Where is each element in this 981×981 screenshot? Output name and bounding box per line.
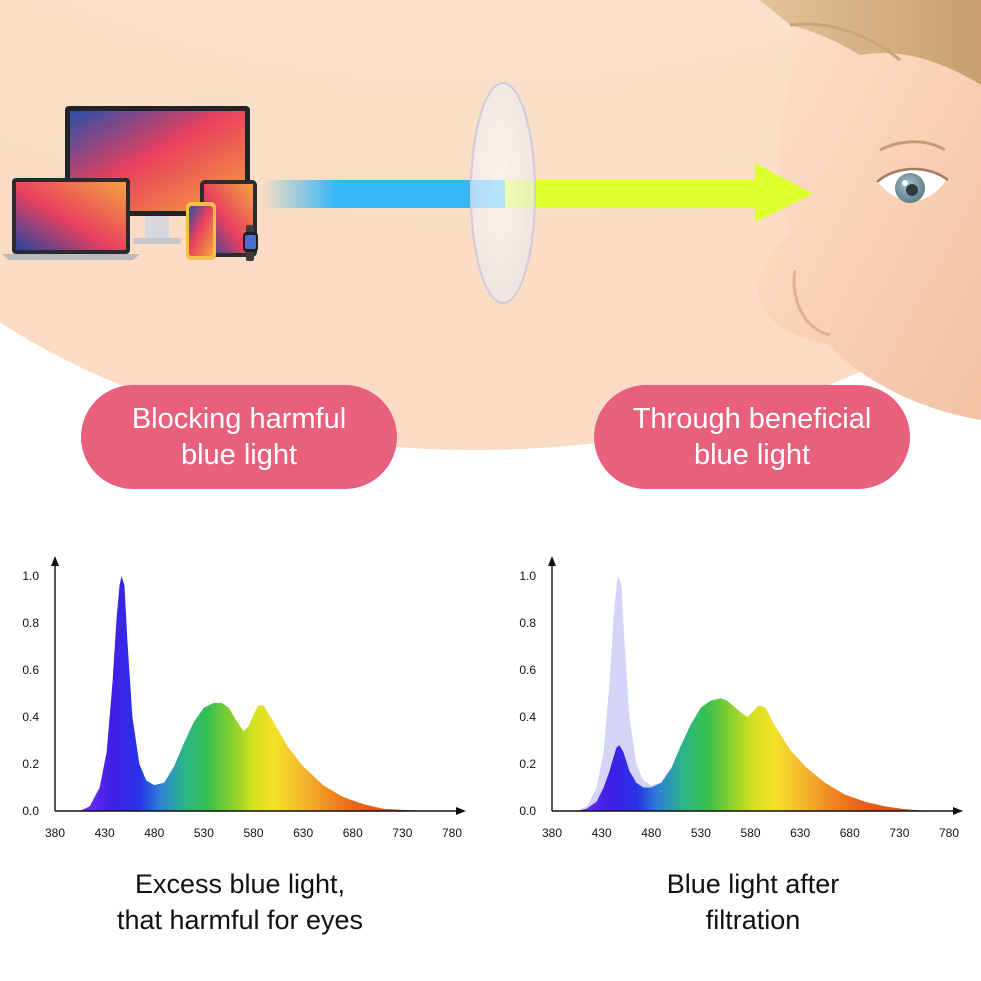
chart-caption-before: Excess blue light, that harmful for eyes <box>0 866 480 938</box>
y-axis-arrow-icon <box>548 556 556 566</box>
lens-icon <box>470 82 536 304</box>
y-tick-label: 0.6 <box>22 663 39 677</box>
spectrum-chart-svg: 380 430 480 530 580 630 680 730 780 0.0 0.2 0.4 0.6 0… <box>22 556 466 840</box>
y-tick-label: 0.2 <box>519 757 536 771</box>
series-area-before-filter <box>576 576 672 811</box>
pill-line: blue light <box>180 439 298 471</box>
pill-line: Blocking harmful <box>131 403 347 435</box>
chart-caption-after: Blue light after filtration <box>513 866 981 938</box>
x-tick-label: 480 <box>144 826 164 840</box>
x-tick-label: 530 <box>691 826 711 840</box>
x-tick-label: 680 <box>343 826 363 840</box>
y-axis-arrow-icon <box>51 556 59 566</box>
x-tick-label: 680 <box>840 826 860 840</box>
pill-line: blue light <box>693 439 811 471</box>
blocking-harmful-label: Blocking harmful blue light <box>81 385 397 489</box>
series-area-spectrum <box>79 576 428 811</box>
x-tick-label: 380 <box>542 826 562 840</box>
x-tick-label: 580 <box>740 826 760 840</box>
spectrum-chart-after: 380 430 480 530 580 630 680 730 780 0.0 0.2 0.4 0.6 0… <box>497 540 978 840</box>
x-tick-label: 380 <box>45 826 65 840</box>
child-face-icon <box>758 0 981 420</box>
smartwatch-icon <box>243 225 258 261</box>
phone-icon <box>186 202 216 260</box>
y-tick-label: 0.8 <box>519 616 536 630</box>
y-tick-label: 0.4 <box>22 710 39 724</box>
x-axis-arrow-icon <box>953 807 963 815</box>
x-tick-label: 780 <box>939 826 959 840</box>
through-beneficial-label: Through beneficial blue light <box>594 385 910 489</box>
x-tick-label: 730 <box>889 826 909 840</box>
x-tick-label: 530 <box>194 826 214 840</box>
caption-line: filtration <box>705 905 801 935</box>
y-tick-label: 0.0 <box>22 804 39 818</box>
arrow-icon <box>505 163 813 222</box>
series-area-after-filter <box>576 698 930 811</box>
x-tick-label: 730 <box>392 826 412 840</box>
spectrum-chart-before: 380 430 480 530 580 630 680 730 780 0.0 0.2 0.4 0.6 0… <box>0 540 481 840</box>
x-tick-label: 430 <box>95 826 115 840</box>
hero-illustration <box>0 0 981 450</box>
y-tick-label: 0.0 <box>519 804 536 818</box>
laptop-icon <box>2 178 140 260</box>
caption-line: that harmful for eyes <box>116 905 364 935</box>
blocked-beam <box>262 180 507 208</box>
y-tick-label: 1.0 <box>519 569 536 583</box>
x-tick-label: 630 <box>293 826 313 840</box>
y-tick-label: 0.8 <box>22 616 39 630</box>
x-tick-label: 430 <box>592 826 612 840</box>
y-tick-label: 0.4 <box>519 710 536 724</box>
x-tick-label: 630 <box>790 826 810 840</box>
caption-line: Excess blue light, <box>134 869 346 899</box>
y-tick-label: 0.6 <box>519 663 536 677</box>
x-tick-label: 580 <box>243 826 263 840</box>
caption-line: Blue light after <box>666 869 840 899</box>
pill-line: Through beneficial <box>632 403 872 435</box>
x-axis-arrow-icon <box>456 807 466 815</box>
spectrum-chart-svg: 380 430 480 530 580 630 680 730 780 0.0 0.2 0.4 0.6 0… <box>519 556 963 840</box>
x-tick-label: 780 <box>442 826 462 840</box>
x-tick-label: 480 <box>641 826 661 840</box>
y-tick-label: 0.2 <box>22 757 39 771</box>
y-tick-label: 1.0 <box>22 569 39 583</box>
